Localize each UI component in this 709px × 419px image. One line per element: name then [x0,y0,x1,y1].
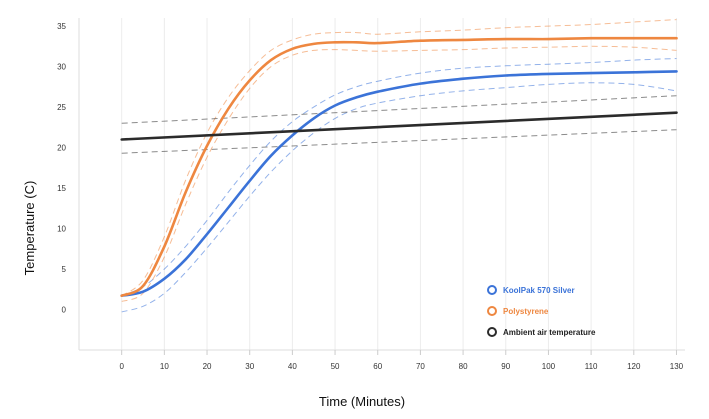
legend-label-polystyrene: Polystyrene [503,307,549,316]
ambient-air-temperature-lower-band [121,129,677,154]
x-tick-label: 50 [331,362,340,371]
y-tick-label: 20 [57,144,66,153]
x-tick-label: 30 [245,362,254,371]
x-tick-label: 80 [459,362,468,371]
series-lines [120,36,678,297]
koolpak-570-silver-upper-band [121,58,677,297]
koolpak-570-silver-line [120,70,678,297]
legend-label-koolpak-570-silver: KoolPak 570 Silver [503,286,575,295]
ambient-air-temperature-line [120,111,678,141]
y-tick-label: 25 [57,103,66,112]
x-tick-label: 70 [416,362,425,371]
polystyrene-line [120,36,678,297]
legend-label-ambient-air-temperature: Ambient air temperature [503,328,596,337]
x-tick-label: 110 [585,362,598,371]
legend-marker-polystyrene [487,306,497,316]
x-tick-label: 90 [501,362,510,371]
y-tick-label: 35 [57,22,66,31]
polystyrene-upper-band [121,19,677,297]
x-tick-label: 40 [288,362,297,371]
polystyrene-lower-band [121,45,677,302]
x-axis-label: Time (Minutes) [319,394,405,409]
grid-layer [121,18,677,350]
x-tick-label: 120 [627,362,641,371]
x-tick-label: 60 [373,362,382,371]
x-tick-label: 130 [670,362,684,371]
confidence-bands [121,19,677,313]
y-axis-label: Temperature (C) [22,181,37,276]
legend-marker-koolpak-570-silver [487,285,497,295]
y-tick-label: 10 [57,225,66,234]
x-tick-label: 0 [119,362,124,371]
y-tick-label: 5 [62,265,67,274]
x-tick-label: 10 [160,362,169,371]
legend: KoolPak 570 Silver Polystyrene Ambient air… [487,285,596,337]
ambient-air-temperature-upper-band [121,95,677,124]
legend-marker-ambient-air-temperature [487,327,497,337]
x-tick-label: 20 [203,362,212,371]
y-tick-label: 0 [62,306,67,315]
y-tick-label: 15 [57,184,66,193]
x-tick-label: 100 [542,362,556,371]
tick-layer: 0 10 20 30 40 50 60 70 80 90 100 110 120 130 0 5 10 15 20 2… [57,22,684,371]
y-tick-label: 30 [57,63,66,72]
axis-layer [78,18,685,351]
